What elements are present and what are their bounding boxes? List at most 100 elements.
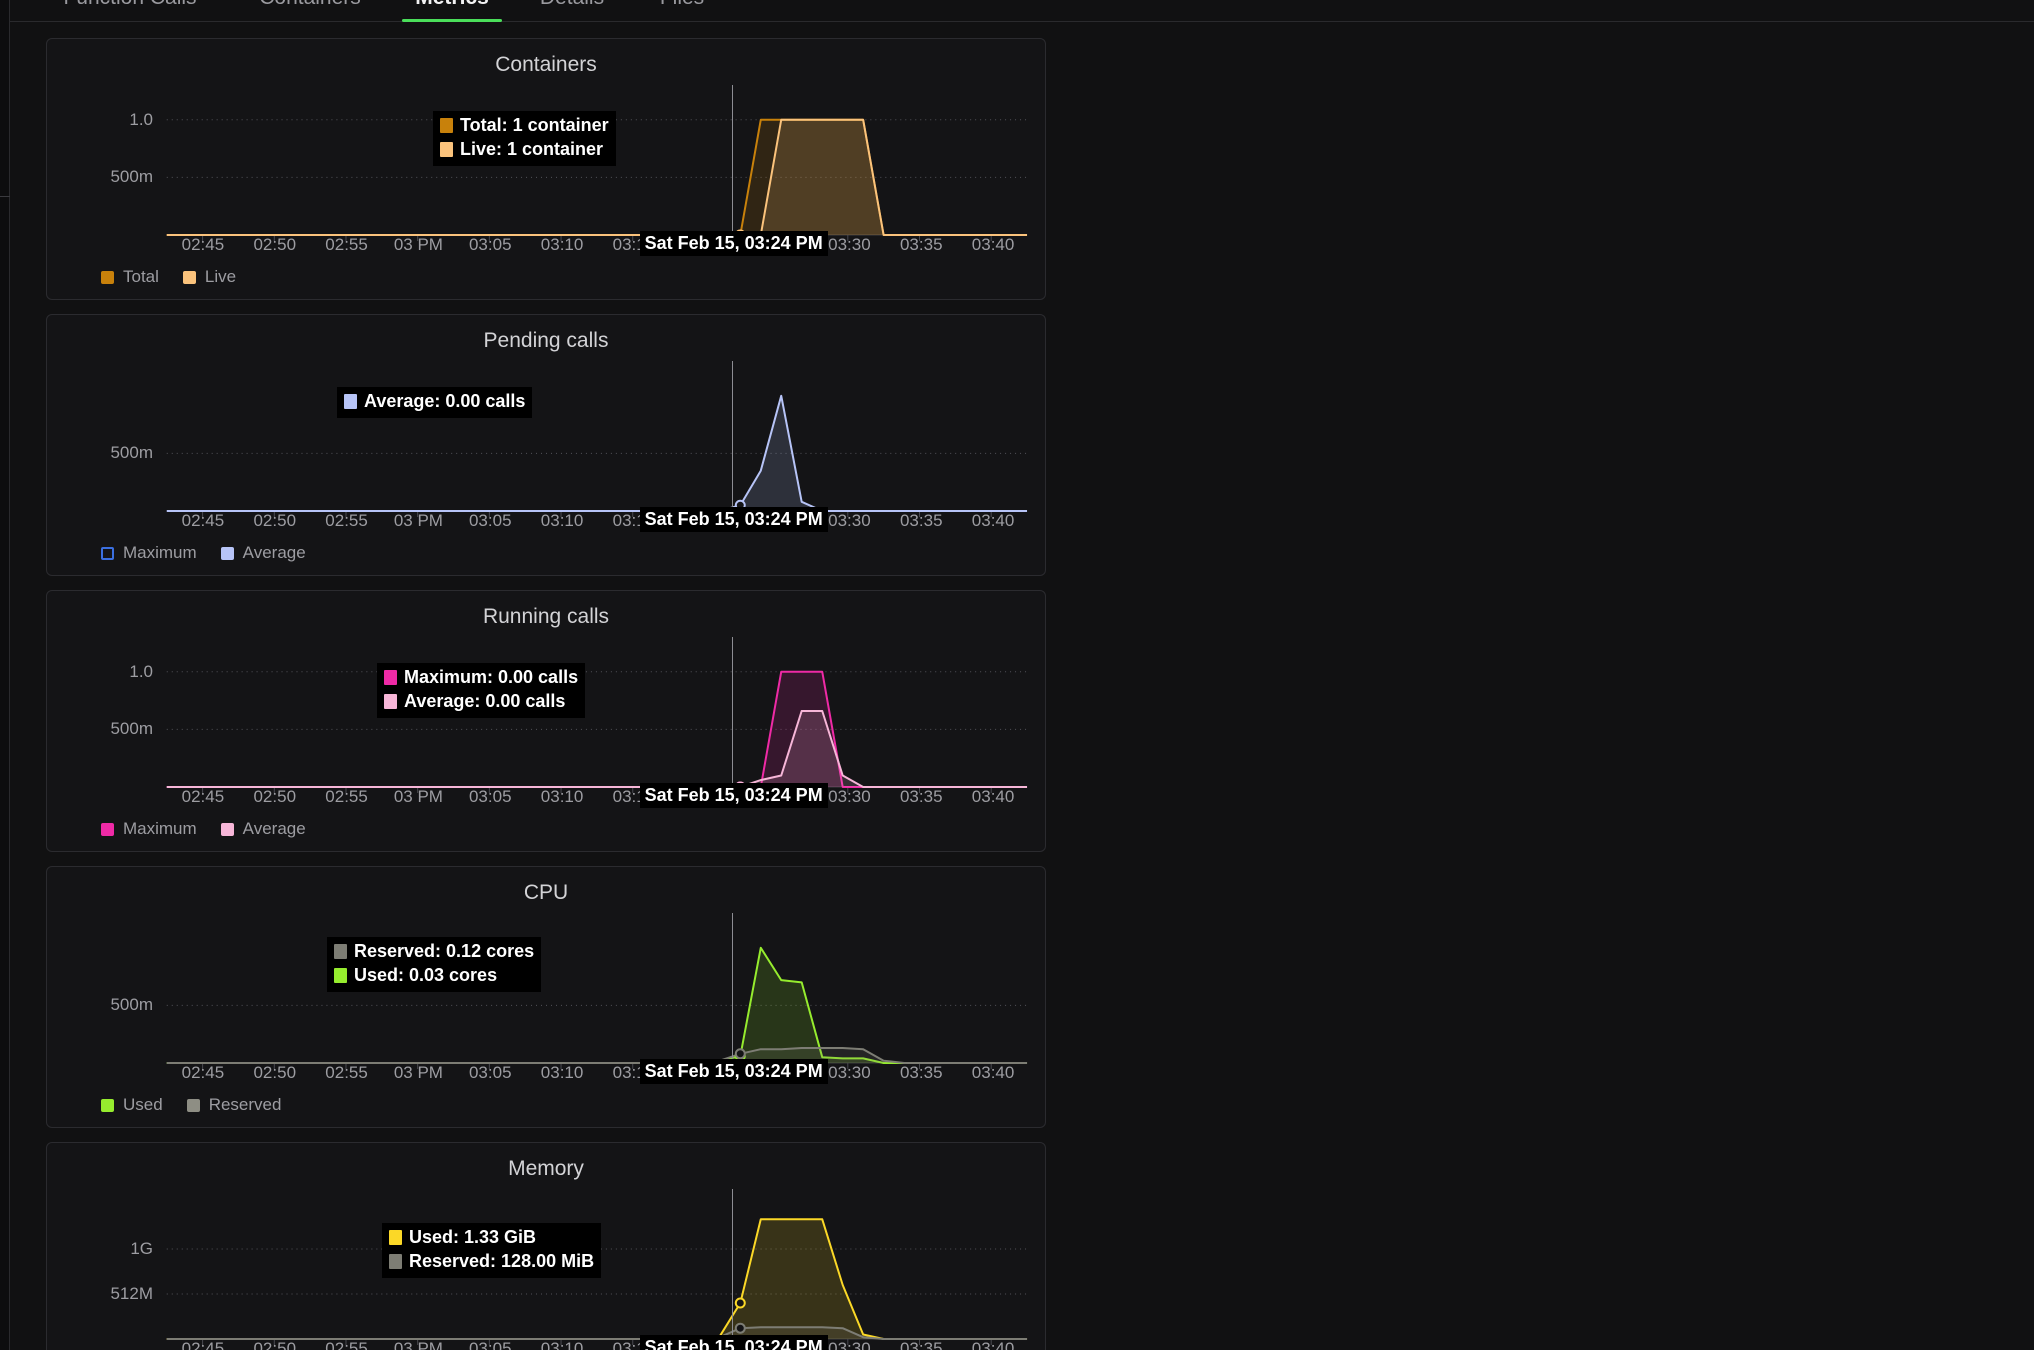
legend-item[interactable]: Maximum: [101, 543, 197, 563]
legend-swatch-icon: [101, 270, 114, 284]
tab-bar: Function Calls Containers Metrics Details Fi…: [10, 0, 2034, 22]
tooltip-text: Average: 0.00 calls: [364, 391, 526, 411]
y-axis-tick-label: 1.0: [129, 661, 153, 681]
tooltip-text: Total: 1 container: [460, 115, 609, 135]
tab-label: Function Calls: [63, 0, 196, 9]
legend-label: Live: [204, 267, 237, 286]
legend-label: Reserved: [208, 1095, 282, 1114]
panel-title: Running calls: [482, 605, 610, 628]
tooltip-row: Reserved: 0.12 cores: [334, 940, 534, 964]
plot-area[interactable]: [47, 359, 1045, 539]
tooltip-row: Total: 1 container: [440, 114, 609, 138]
legend-swatch-icon: [101, 1098, 114, 1112]
metric-panel[interactable]: Pending calls 500m 02:45 02:50 02:55 03 PM 03:…: [46, 314, 1046, 576]
hover-timestamp: Sat Feb 15, 03:24 PM: [639, 1059, 828, 1084]
tooltip-row: Average: 0.00 calls: [384, 690, 578, 714]
tab-function-calls[interactable]: Function Calls: [40, 0, 220, 22]
legend-item[interactable]: Average: [220, 819, 306, 839]
chart-legend: Total Live: [101, 267, 236, 287]
tab-containers[interactable]: Containers: [240, 0, 380, 22]
tab-label: Metrics: [415, 0, 489, 9]
legend-item[interactable]: Maximum: [101, 819, 197, 839]
chart-legend: Used Reserved: [101, 1095, 281, 1115]
left-rail-notch: [0, 196, 10, 197]
legend-swatch-icon: [220, 822, 234, 836]
hover-timestamp: Sat Feb 15, 03:24 PM: [639, 783, 828, 808]
legend-label: Average: [242, 543, 306, 562]
tooltip-row: Maximum: 0.00 calls: [384, 666, 578, 690]
hover-tooltip: Used: 1.33 GiB Reserved: 128.00 MiB: [382, 1223, 602, 1278]
y-axis-tick-label: 1.0: [129, 109, 153, 129]
legend-swatch-icon: [220, 546, 234, 560]
tooltip-text: Reserved: 0.12 cores: [354, 941, 535, 961]
y-axis-tick-label: 500m: [110, 995, 153, 1015]
crosshair-line: [731, 913, 733, 1065]
panel-title: CPU: [523, 881, 569, 904]
crosshair-line: [731, 1189, 733, 1341]
tab-label: Details: [540, 0, 604, 9]
crosshair-line: [731, 85, 733, 237]
legend-item[interactable]: Reserved: [186, 1095, 282, 1115]
tab-label: Containers: [259, 0, 361, 9]
tooltip-swatch-icon: [384, 670, 397, 686]
tooltip-text: Maximum: 0.00 calls: [404, 667, 579, 687]
tooltip-text: Used: 0.03 cores: [354, 964, 498, 985]
hover-timestamp: Sat Feb 15, 03:24 PM: [639, 231, 828, 256]
tab-label: Files: [660, 0, 704, 9]
legend-swatch-icon: [182, 270, 196, 284]
legend-item[interactable]: Live: [182, 267, 237, 287]
hover-timestamp: Sat Feb 15, 03:24 PM: [639, 507, 828, 532]
tab-active-underline: [402, 19, 502, 22]
tooltip-swatch-icon: [440, 118, 453, 134]
tooltip-text: Used: 1.33 GiB: [409, 1227, 537, 1247]
y-axis-tick-label: 500m: [110, 443, 153, 463]
y-axis-tick-label: 500m: [110, 719, 153, 739]
y-axis-tick-label: 500m: [110, 167, 153, 187]
tab-files[interactable]: Files: [642, 0, 722, 22]
tab-details[interactable]: Details: [522, 0, 622, 22]
plot-area[interactable]: [47, 635, 1045, 815]
tooltip-swatch-icon: [389, 1254, 402, 1270]
legend-label: Maximum: [123, 819, 197, 838]
left-rail: [0, 0, 10, 1350]
metric-panel[interactable]: CPU 500m 02:45 02:50 02:55 03 PM 03:05 03:10 03:…: [46, 866, 1046, 1128]
plot-area[interactable]: [47, 911, 1045, 1091]
hover-tooltip: Total: 1 container Live: 1 container: [433, 111, 616, 166]
metric-panel[interactable]: Containers 1.0 500m 02:45 02:50 02:55 03 PM 03:…: [46, 38, 1046, 300]
tooltip-swatch-icon: [344, 394, 357, 410]
panel-title: Pending calls: [483, 329, 609, 352]
legend-item[interactable]: Used: [101, 1095, 163, 1115]
tooltip-swatch-icon: [384, 694, 397, 710]
tooltip-swatch-icon: [334, 944, 347, 960]
tooltip-text: Reserved: 128.00 MiB: [409, 1250, 595, 1271]
tooltip-text: Live: 1 container: [460, 138, 604, 159]
panel-title: Memory: [508, 1157, 584, 1180]
plot-area[interactable]: [47, 83, 1045, 263]
panel-title: Containers: [495, 53, 597, 76]
hover-tooltip: Maximum: 0.00 calls Average: 0.00 calls: [377, 663, 586, 718]
chart-legend: Maximum Average: [101, 543, 306, 563]
hover-tooltip: Reserved: 0.12 cores Used: 0.03 cores: [327, 937, 542, 992]
metric-panel[interactable]: Running calls 1.0 500m 02:45 02:50 02:55 03 PM…: [46, 590, 1046, 852]
tab-metrics[interactable]: Metrics: [402, 0, 502, 22]
chart-legend: Maximum Average: [101, 819, 306, 839]
tooltip-swatch-icon: [440, 142, 453, 158]
hover-timestamp: Sat Feb 15, 03:24 PM: [639, 1335, 828, 1350]
tooltip-row: Reserved: 128.00 MiB: [389, 1250, 594, 1274]
legend-label: Average: [242, 819, 306, 838]
legend-item[interactable]: Total: [101, 267, 159, 287]
legend-label: Total: [123, 267, 159, 286]
legend-swatch-icon: [186, 1098, 200, 1112]
tooltip-swatch-icon: [389, 1230, 402, 1246]
y-axis-tick-label: 1G: [130, 1239, 153, 1258]
metric-panel[interactable]: Memory 1G 512M 02:45 02:50 02:55 03 PM 03:05 03:…: [46, 1142, 1046, 1350]
crosshair-line: [731, 361, 733, 513]
y-axis-tick-label: 512M: [110, 1284, 153, 1303]
crosshair-line: [731, 637, 733, 789]
legend-swatch-icon: [101, 546, 114, 560]
legend-item[interactable]: Average: [220, 543, 306, 563]
tooltip-text: Average: 0.00 calls: [404, 690, 566, 711]
legend-swatch-icon: [101, 822, 114, 836]
tooltip-row: Used: 0.03 cores: [334, 964, 534, 988]
